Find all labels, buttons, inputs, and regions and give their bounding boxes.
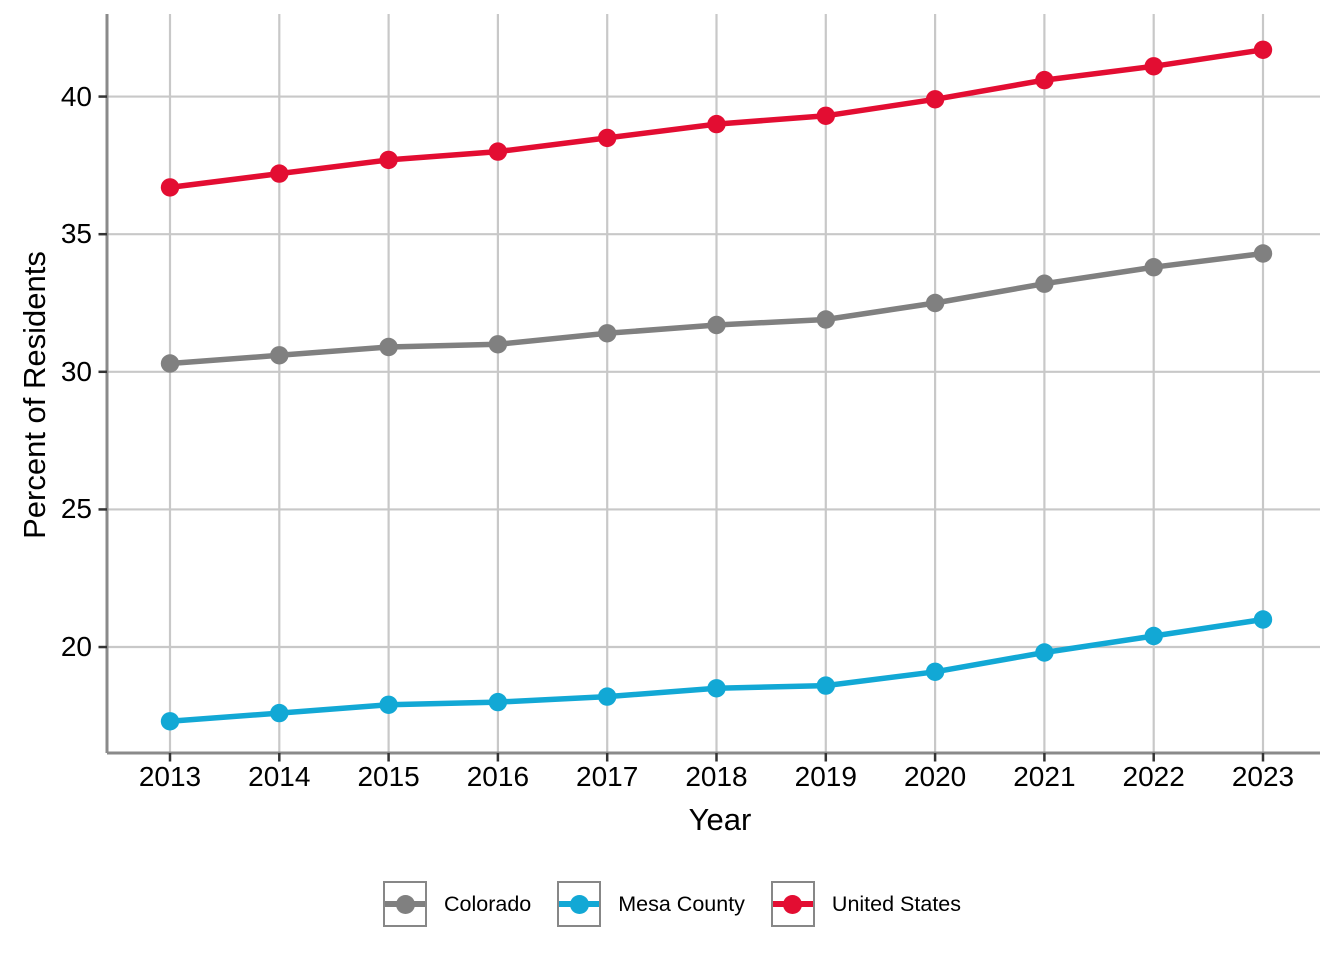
- data-point-united-states: [270, 164, 289, 183]
- y-axis-tick-label: 35: [60, 218, 92, 250]
- data-point-mesa-county: [598, 687, 617, 706]
- legend-item-united-states: United States: [770, 881, 961, 927]
- x-axis-tick-label: 2021: [1013, 761, 1076, 792]
- y-axis-title: Percent of Residents: [17, 251, 52, 539]
- data-point-united-states: [1253, 40, 1273, 59]
- data-point-colorado: [816, 310, 835, 329]
- legend-dot-swatch: [783, 894, 803, 914]
- data-point-colorado: [707, 315, 726, 335]
- data-point-colorado: [488, 335, 508, 354]
- data-point-united-states: [160, 178, 180, 197]
- data-point-united-states: [925, 90, 945, 109]
- data-point-colorado: [1144, 258, 1163, 277]
- data-point-mesa-county: [488, 692, 508, 712]
- data-point-mesa-county: [707, 679, 726, 698]
- x-axis-tick-label: 2017: [576, 761, 639, 792]
- data-point-colorado: [160, 354, 180, 373]
- y-axis-tick-label: 20: [60, 631, 92, 663]
- legend-item-colorado: Colorado: [383, 881, 531, 927]
- x-axis-tick-label: 2016: [466, 761, 530, 792]
- legend: Colorado Mesa County United States: [0, 878, 1344, 930]
- x-axis-tick-label: 2020: [903, 761, 967, 792]
- legend-key-colorado: [383, 881, 427, 927]
- y-axis-tick-label: 40: [60, 80, 92, 112]
- data-point-colorado: [1253, 244, 1273, 263]
- data-point-colorado: [598, 324, 617, 343]
- x-axis-tick-label: 2019: [794, 761, 857, 792]
- data-point-united-states: [488, 142, 508, 161]
- data-point-united-states: [707, 114, 726, 134]
- data-point-united-states: [598, 128, 617, 148]
- legend-key-mesa-county: [557, 881, 602, 927]
- legend-dot-swatch: [395, 894, 415, 914]
- x-axis-tick-label: 2015: [357, 761, 420, 792]
- data-point-colorado: [1035, 274, 1054, 293]
- legend-key-united-states: [770, 881, 815, 927]
- data-point-united-states: [816, 106, 835, 126]
- legend-item-mesa-county: Mesa County: [557, 881, 745, 927]
- data-point-colorado: [925, 293, 945, 313]
- data-point-united-states: [1144, 57, 1163, 76]
- data-point-mesa-county: [379, 695, 398, 714]
- data-point-united-states: [1035, 70, 1054, 90]
- x-axis-tick-label: 2018: [685, 761, 748, 792]
- y-axis-tick-label: 30: [60, 355, 92, 387]
- data-point-united-states: [379, 150, 398, 170]
- data-point-colorado: [270, 346, 289, 365]
- data-point-colorado: [379, 337, 398, 357]
- data-point-mesa-county: [270, 703, 289, 723]
- legend-dot-swatch: [569, 894, 589, 914]
- data-point-mesa-county: [160, 712, 180, 731]
- x-axis-tick-label: 2014: [248, 761, 311, 792]
- data-point-mesa-county: [816, 676, 835, 695]
- legend-label-colorado: Colorado: [444, 891, 532, 916]
- x-axis-title: Year: [688, 802, 752, 837]
- data-point-mesa-county: [925, 662, 945, 681]
- legend-label-united-states: United States: [831, 891, 961, 916]
- x-axis-tick-label: 2023: [1231, 761, 1295, 792]
- data-point-mesa-county: [1253, 610, 1273, 629]
- x-axis-tick-label: 2013: [138, 761, 202, 792]
- data-point-mesa-county: [1035, 643, 1054, 662]
- x-axis-tick-label: 2022: [1122, 761, 1185, 792]
- y-axis-tick-label: 25: [60, 493, 92, 525]
- legend-label-mesa-county: Mesa County: [618, 891, 745, 916]
- data-point-mesa-county: [1144, 626, 1163, 646]
